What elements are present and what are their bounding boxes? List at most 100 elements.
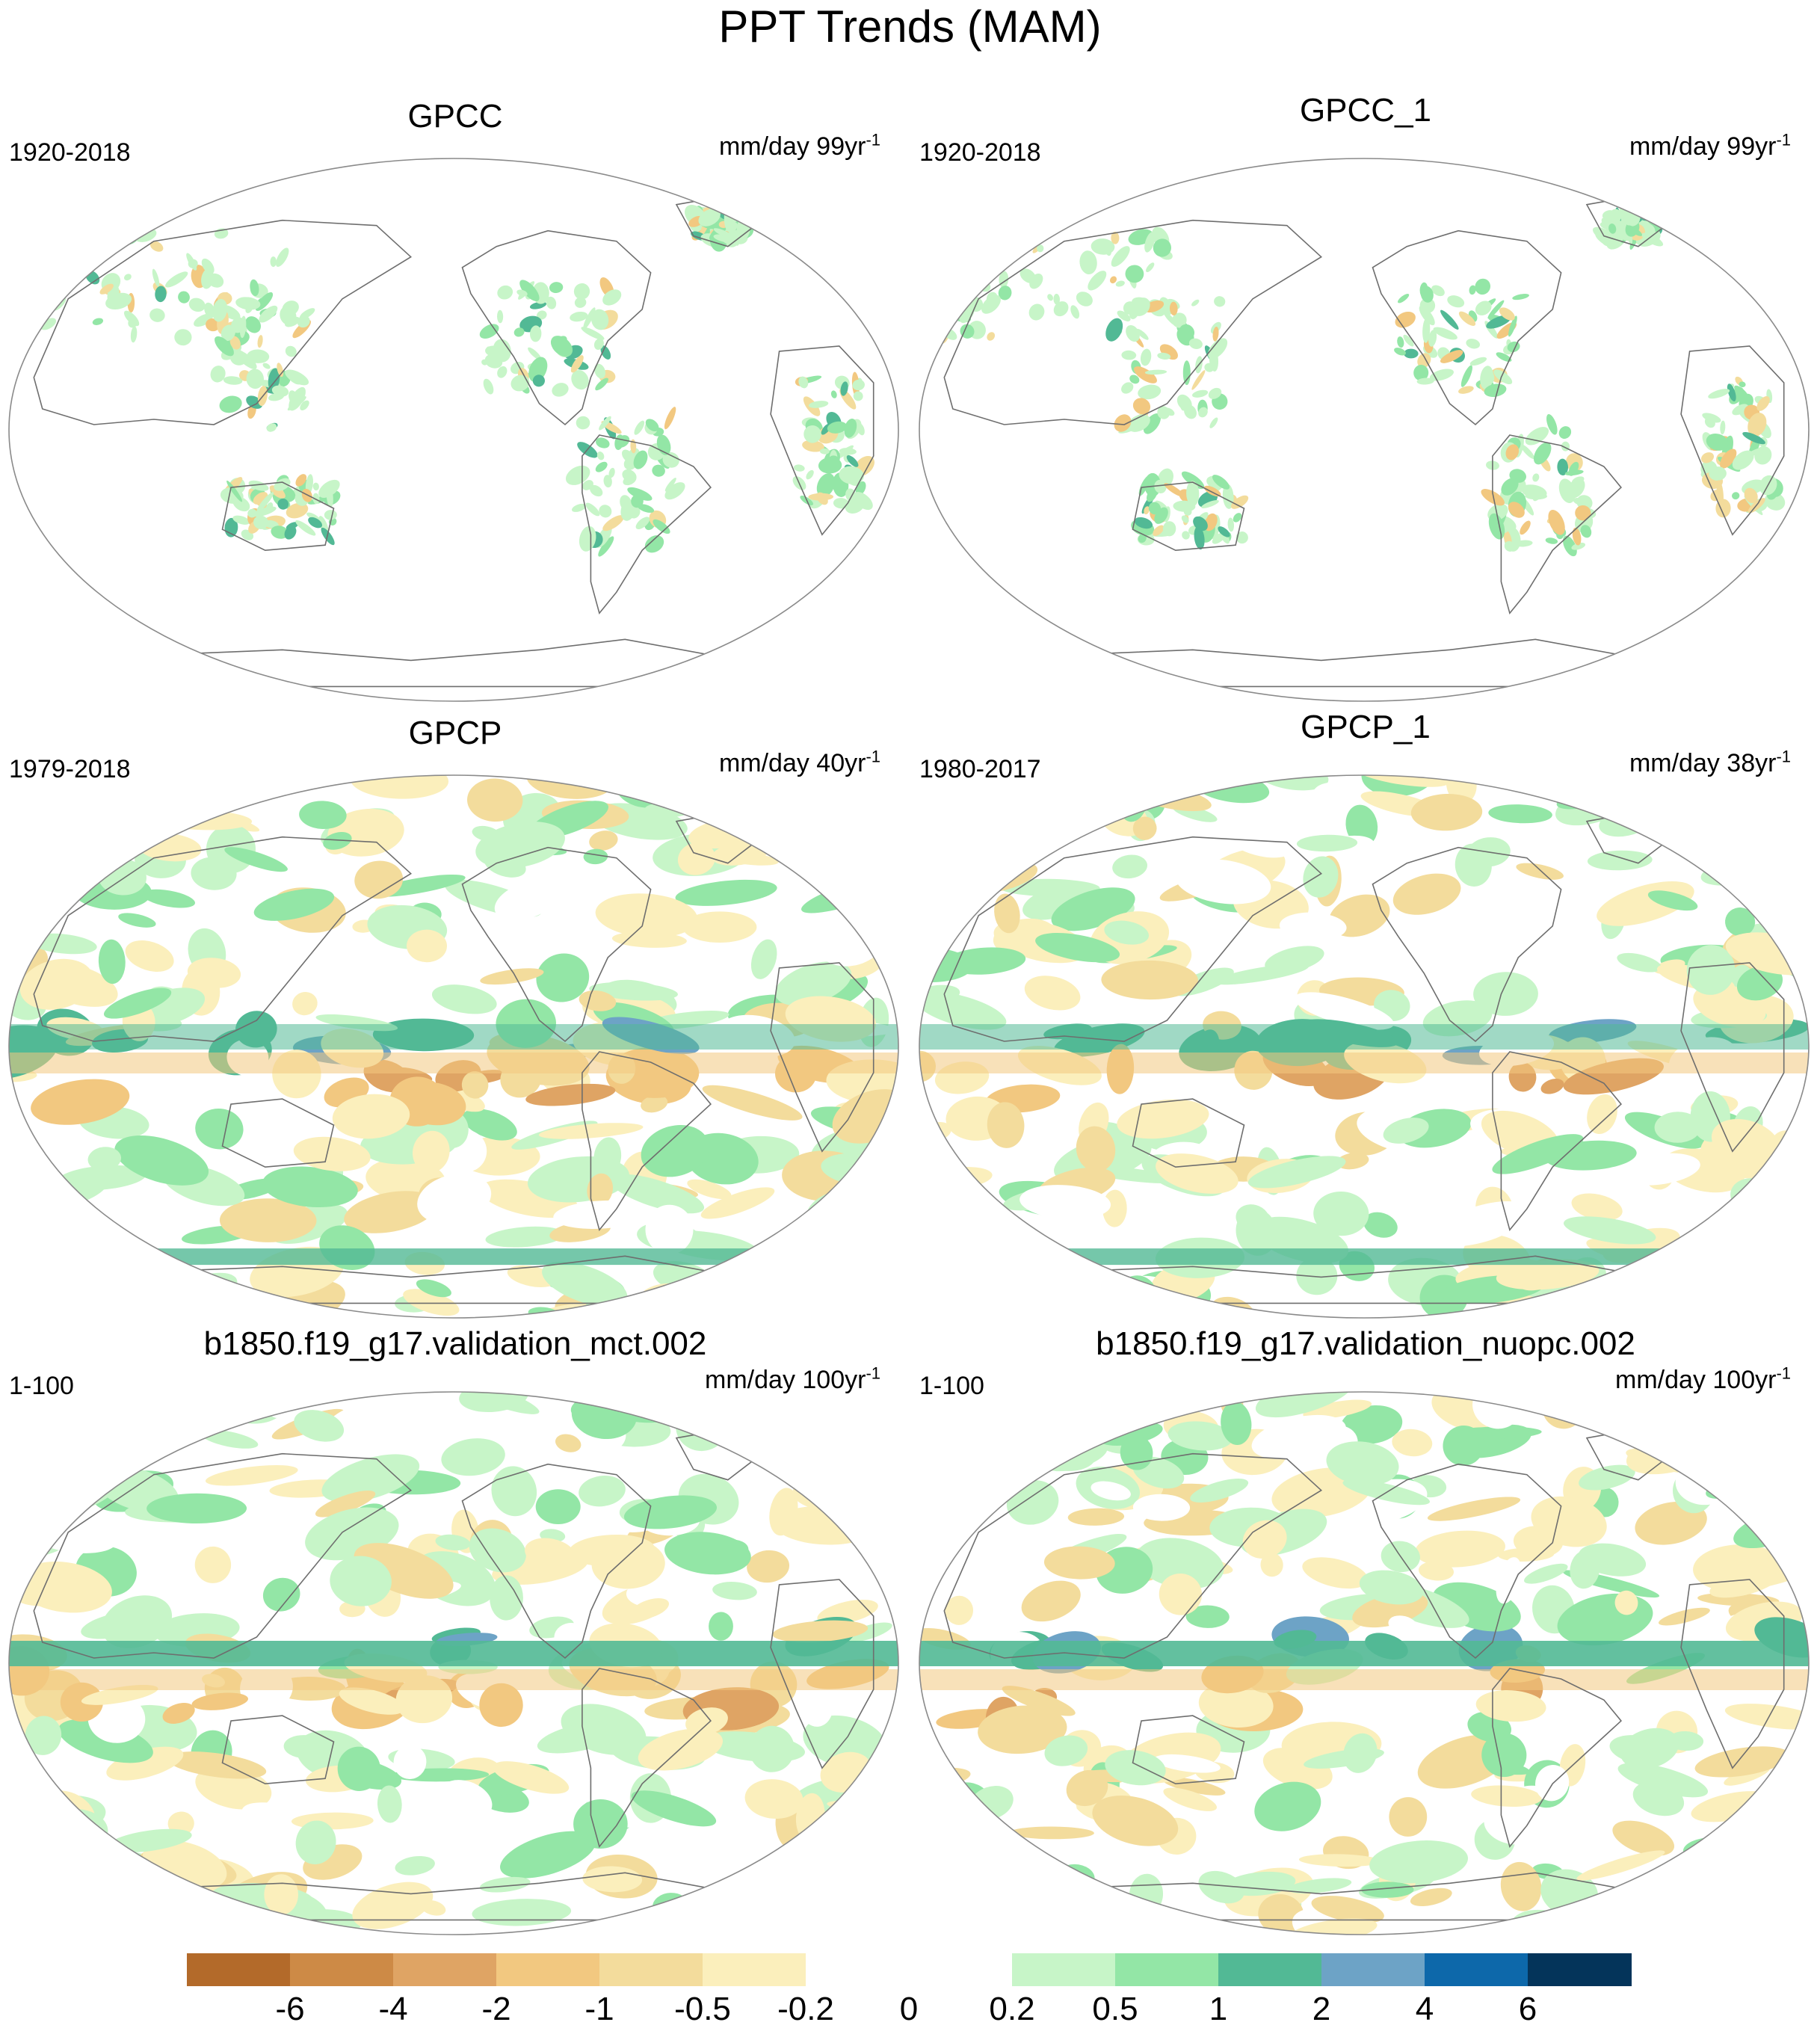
trend-patch xyxy=(194,313,213,327)
trend-patch xyxy=(101,1595,173,1648)
trend-patch xyxy=(1475,278,1490,295)
trend-patch xyxy=(552,383,569,397)
trend-patch xyxy=(1617,952,1662,973)
trend-patch xyxy=(638,504,655,513)
trend-patch xyxy=(877,1882,898,1914)
trend-patch xyxy=(981,1908,1011,1935)
trend-patch xyxy=(570,355,584,373)
trend-patch xyxy=(1121,382,1134,394)
trend-patch xyxy=(52,1489,84,1519)
trend-patch xyxy=(1398,293,1410,303)
trend-patch xyxy=(491,1466,537,1517)
trend-patch xyxy=(1009,1826,1094,1840)
trend-patch xyxy=(922,1167,993,1189)
trend-patch xyxy=(942,327,957,340)
trend-patch xyxy=(590,309,609,330)
trend-patch xyxy=(747,1550,790,1583)
trend-patch xyxy=(1251,1414,1346,1460)
map-outline xyxy=(919,158,1810,702)
trend-patch xyxy=(1745,857,1780,884)
trend-patch xyxy=(1458,386,1474,394)
trend-patch xyxy=(1500,1861,1542,1911)
coastline xyxy=(461,846,652,1043)
trend-patch xyxy=(845,496,865,514)
trend-patch xyxy=(987,844,1028,862)
trend-patch xyxy=(529,325,542,342)
trend-patch xyxy=(709,1612,733,1641)
trend-patch xyxy=(534,1791,582,1819)
trend-patch xyxy=(1191,370,1206,390)
trend-patch xyxy=(844,1622,892,1642)
panel-period: 1979-2018 xyxy=(9,755,131,783)
trend-patch xyxy=(598,536,614,557)
trend-patch xyxy=(994,893,1020,934)
colorbar-box xyxy=(393,1953,497,1986)
trend-patch xyxy=(1582,1392,1653,1423)
trend-patch xyxy=(1247,1156,1346,1189)
trend-patch xyxy=(200,1429,259,1449)
coastline xyxy=(461,1463,652,1660)
trend-patch xyxy=(922,1411,963,1426)
trend-patch xyxy=(284,526,297,540)
trend-patch xyxy=(1079,250,1097,274)
trend-patch xyxy=(1419,305,1435,326)
trend-patch xyxy=(16,258,40,276)
trend-patch xyxy=(1302,1557,1369,1589)
trend-patch xyxy=(1709,466,1727,481)
trend-patch xyxy=(622,449,634,463)
trend-patch xyxy=(987,1102,1025,1148)
trend-patch xyxy=(1209,417,1218,428)
trend-patch xyxy=(91,241,110,256)
trend-patch xyxy=(1105,1750,1166,1786)
coastline xyxy=(1132,481,1245,552)
trend-patch xyxy=(1663,1902,1718,1935)
trend-patch xyxy=(919,1839,979,1856)
trend-patch xyxy=(9,1532,36,1550)
trend-patch xyxy=(1109,276,1117,284)
trend-patch xyxy=(1623,1392,1689,1423)
trend-patch xyxy=(324,510,337,520)
trend-patch xyxy=(432,1396,472,1440)
trend-patch xyxy=(1699,1870,1754,1917)
trend-patch xyxy=(857,422,865,436)
trend-patch xyxy=(292,991,318,1016)
trend-patch xyxy=(1383,1118,1429,1144)
trend-patch xyxy=(919,1206,980,1240)
trend-patch xyxy=(644,535,664,553)
trend-patch xyxy=(259,305,278,323)
colorbar-tick-label: 0.2 xyxy=(989,1991,1035,2027)
colorbar-tick-label: 1 xyxy=(1209,1991,1228,2027)
trend-patch xyxy=(1732,492,1740,500)
trend-patch xyxy=(469,1528,526,1573)
trend-patch xyxy=(1532,473,1540,482)
trend-patch xyxy=(685,1707,728,1735)
trend-patch xyxy=(1138,384,1162,400)
trend-patch xyxy=(87,1147,122,1171)
trend-patch xyxy=(587,1173,614,1206)
trend-patch xyxy=(828,1251,877,1296)
trend-patch xyxy=(718,1392,745,1401)
southern-ocean-band xyxy=(919,1248,1809,1266)
trend-patch xyxy=(1173,500,1196,512)
trend-patch xyxy=(275,247,289,267)
trend-patch xyxy=(1431,285,1445,297)
trend-patch xyxy=(924,1215,970,1266)
colorbar-box xyxy=(290,1953,394,1986)
trend-patch xyxy=(851,1903,898,1933)
trend-patch xyxy=(481,359,488,366)
trend-patch xyxy=(831,1858,871,1879)
trend-patch xyxy=(1531,1496,1607,1547)
itcz-dry-band xyxy=(9,1669,898,1690)
trend-patch xyxy=(1111,232,1120,244)
trend-patch xyxy=(528,347,542,360)
trend-patch xyxy=(1481,1733,1527,1778)
trend-patch xyxy=(576,416,590,430)
trend-patch xyxy=(919,1247,968,1279)
trend-patch xyxy=(662,452,679,468)
trend-patch xyxy=(250,279,259,297)
trend-patch xyxy=(555,1434,582,1452)
trend-patch xyxy=(1567,478,1585,499)
trend-patch xyxy=(1579,1464,1635,1491)
trend-patch xyxy=(827,421,848,434)
trend-patch xyxy=(1132,298,1150,316)
